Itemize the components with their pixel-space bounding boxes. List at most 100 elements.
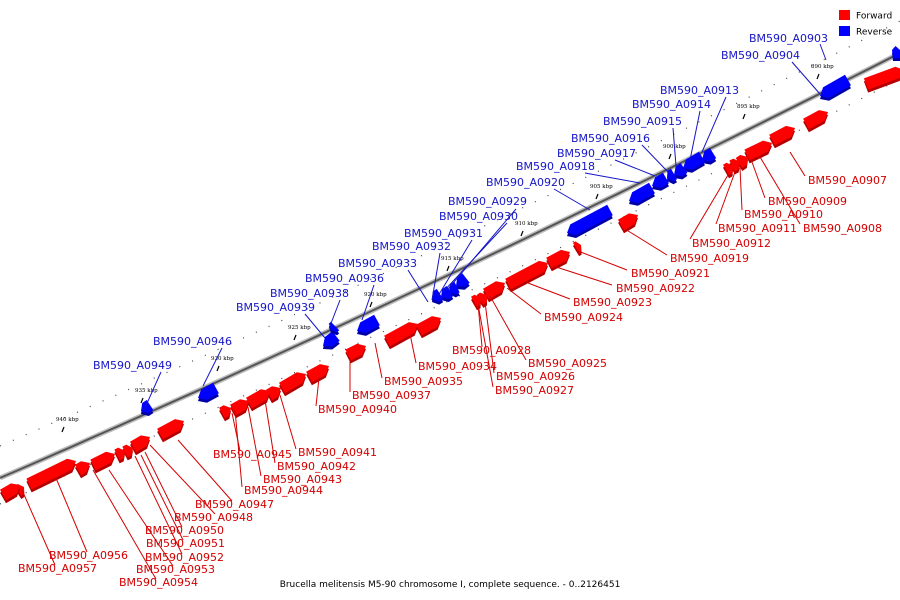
reverse-gene-arrow[interactable] (323, 331, 340, 347)
forward-gene-arrow[interactable] (723, 162, 733, 176)
gene-label[interactable]: BM590_A0916 (571, 132, 650, 145)
gene-label[interactable]: BM590_A0945 (213, 448, 292, 461)
gene-label[interactable]: BM590_A0927 (495, 384, 574, 397)
forward-gene-arrow[interactable] (803, 110, 828, 130)
forward-gene-arrow[interactable] (769, 125, 795, 146)
gene-label[interactable]: BM590_A0946 (153, 335, 232, 348)
gene-label[interactable]: BM590_A0935 (384, 375, 463, 388)
gene-label[interactable]: BM590_A0930 (439, 210, 518, 223)
gene-label[interactable]: BM590_A0957 (18, 562, 97, 575)
gene-label[interactable]: BM590_A0947 (195, 498, 274, 511)
gene-label[interactable]: BM590_A0922 (616, 282, 695, 295)
forward-gene-arrow[interactable] (122, 444, 133, 458)
gene-label[interactable]: BM590_A0938 (270, 287, 349, 300)
gene-label[interactable]: BM590_A0954 (119, 576, 198, 589)
forward-gene-arrow[interactable] (266, 386, 281, 401)
forward-gene-arrow[interactable] (114, 447, 125, 461)
gene-label[interactable]: BM590_A0943 (263, 473, 342, 486)
gene-label[interactable]: BM590_A0942 (277, 460, 356, 473)
forward-gene-arrow[interactable] (75, 461, 90, 476)
gene-label[interactable]: BM590_A0956 (49, 549, 128, 562)
gene-leader-line (231, 412, 241, 452)
forward-gene-arrow[interactable] (863, 66, 900, 90)
gene-label[interactable]: BM590_A0911 (718, 222, 797, 235)
gene-label[interactable]: BM590_A0910 (744, 208, 823, 221)
forward-gene-arrow[interactable] (0, 483, 20, 501)
forward-gene-arrow[interactable] (90, 451, 115, 471)
gene-label[interactable]: BM590_A0923 (573, 296, 652, 309)
gene-label[interactable]: BM590_A0904 (721, 49, 800, 62)
gene-label[interactable]: BM590_A0913 (660, 84, 739, 97)
reverse-gene-arrow[interactable] (674, 163, 688, 177)
gene-label[interactable]: BM590_A0915 (603, 115, 682, 128)
gene-label[interactable]: BM590_A0919 (670, 252, 749, 265)
forward-gene-arrow[interactable] (416, 316, 441, 336)
reverse-gene-arrow[interactable] (683, 151, 705, 170)
gene-label[interactable]: BM590_A0917 (557, 147, 636, 160)
forward-gene-arrow[interactable] (157, 419, 184, 440)
gene-label[interactable]: BM590_A0949 (93, 359, 172, 372)
gene-label[interactable]: BM590_A0933 (338, 257, 417, 270)
forward-gene-arrow[interactable] (735, 155, 748, 168)
forward-gene-arrow[interactable] (618, 213, 638, 231)
gene-label[interactable]: BM590_A0939 (236, 301, 315, 314)
forward-gene-arrow[interactable] (130, 435, 150, 453)
gene-label[interactable]: BM590_A0928 (452, 344, 531, 357)
reverse-gene-arrow[interactable] (328, 321, 340, 333)
reverse-gene-arrow[interactable] (652, 172, 669, 188)
gene-label[interactable]: BM590_A0936 (305, 272, 384, 285)
reverse-gene-arrow[interactable] (441, 286, 454, 299)
reverse-gene-arrow[interactable] (702, 147, 717, 162)
gene-label[interactable]: BM590_A0937 (352, 389, 431, 402)
reverse-gene-arrow[interactable] (357, 314, 380, 333)
gene-label[interactable]: BM590_A0932 (372, 240, 451, 253)
gene-label[interactable]: BM590_A0944 (244, 484, 323, 497)
forward-gene-arrow[interactable] (246, 389, 270, 409)
forward-gene-arrow[interactable] (729, 158, 740, 172)
gene-label[interactable]: BM590_A0914 (632, 98, 711, 111)
gene-label[interactable]: BM590_A0912 (692, 237, 771, 250)
forward-gene-arrow[interactable] (26, 458, 76, 490)
reverse-gene-arrow[interactable] (198, 382, 219, 400)
forward-gene-arrow[interactable] (219, 405, 231, 419)
gene-leader-line (134, 455, 183, 555)
gene-leader-line (279, 394, 297, 450)
gene-label[interactable]: BM590_A0934 (418, 360, 497, 373)
gene-leader-line (789, 151, 806, 177)
gene-label[interactable]: BM590_A0941 (298, 446, 377, 459)
forward-gene-arrow[interactable] (744, 140, 772, 161)
forward-gene-arrow[interactable] (279, 372, 306, 394)
forward-gene-arrow[interactable] (546, 249, 570, 269)
gene-label[interactable]: BM590_A0940 (318, 403, 397, 416)
forward-gene-arrow[interactable] (483, 281, 505, 300)
gene-label[interactable]: BM590_A0948 (174, 511, 253, 524)
gene-label[interactable]: BM590_A0931 (404, 227, 483, 240)
gene-label[interactable]: BM590_A0908 (803, 222, 882, 235)
reverse-gene-arrow[interactable] (432, 288, 444, 302)
reverse-gene-arrow[interactable] (567, 204, 613, 235)
gene-label[interactable]: BM590_A0953 (136, 563, 215, 576)
gene-label[interactable]: BM590_A0926 (496, 370, 575, 383)
gene-label[interactable]: BM590_A0925 (528, 357, 607, 370)
gene-label[interactable]: BM590_A0918 (516, 160, 595, 173)
forward-gene-arrow[interactable] (572, 241, 582, 254)
forward-gene-arrow[interactable] (384, 322, 418, 347)
reverse-gene-arrow[interactable] (667, 168, 677, 182)
gene-label[interactable]: BM590_A0920 (486, 176, 565, 189)
gene-label[interactable]: BM590_A0907 (808, 174, 887, 187)
gene-label[interactable]: BM590_A0951 (146, 537, 225, 550)
gene-label[interactable]: BM590_A0924 (544, 311, 623, 324)
gene-label[interactable]: BM590_A0950 (145, 524, 224, 537)
gene-label[interactable]: BM590_A0909 (768, 195, 847, 208)
forward-gene-arrow[interactable] (345, 343, 366, 361)
gene-label[interactable]: BM590_A0903 (749, 32, 828, 45)
reverse-gene-arrow[interactable] (456, 273, 470, 287)
reverse-gene-arrow[interactable] (820, 74, 851, 98)
forward-gene-arrow[interactable] (306, 364, 329, 383)
gene-label[interactable]: BM590_A0929 (448, 195, 527, 208)
forward-gene-arrow[interactable] (476, 292, 488, 305)
gene-label[interactable]: BM590_A0921 (631, 267, 710, 280)
forward-gene-arrow[interactable] (505, 260, 548, 290)
reverse-gene-arrow[interactable] (892, 46, 900, 58)
reverse-gene-arrow[interactable] (629, 182, 655, 203)
